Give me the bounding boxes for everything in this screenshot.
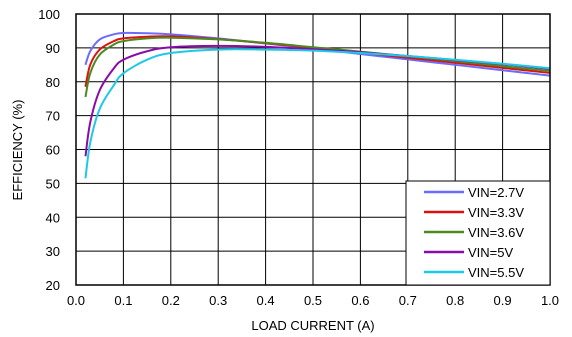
y-tick-label: 70	[46, 109, 60, 124]
x-tick-label: 0.7	[399, 293, 417, 308]
series-line-4	[84, 48, 551, 179]
x-tick-label: 0.5	[304, 293, 322, 308]
y-tick-label: 20	[46, 278, 60, 293]
y-tick-labels: 20 30 40 50 60 70 80 90 100	[38, 7, 60, 293]
plot-frame	[75, 13, 551, 286]
legend-label: VIN=3.6V	[468, 225, 524, 240]
x-tick-label: 0.6	[351, 293, 369, 308]
x-tick-label: 0.8	[446, 293, 464, 308]
y-tick-label: 100	[38, 7, 60, 22]
y-tick-label: 40	[46, 210, 60, 225]
x-tick-label: 1.0	[541, 293, 559, 308]
y-axis-title: EFFICIENCY (%)	[10, 100, 25, 201]
y-tick-label: 90	[46, 41, 60, 56]
x-tick-label: 0.9	[494, 293, 512, 308]
legend-label: VIN=2.7V	[468, 185, 524, 200]
x-tick-label: 0.3	[209, 293, 227, 308]
y-tick-label: 60	[46, 143, 60, 158]
x-tick-label: 0.2	[162, 293, 180, 308]
series-line-0	[84, 31, 551, 77]
legend-label: VIN=5.5V	[468, 265, 524, 280]
x-tick-label: 0.1	[114, 293, 132, 308]
y-tick-label: 50	[46, 176, 60, 191]
legend-label: VIN=3.3V	[468, 205, 524, 220]
x-tick-labels: 0.0 0.1 0.2 0.3 0.4 0.5 0.6 0.7 0.8 0.9 1.0	[67, 293, 559, 308]
y-tick-label: 80	[46, 75, 60, 90]
legend-label: VIN=5V	[468, 245, 513, 260]
x-tick-label: 0.0	[67, 293, 85, 308]
series-layer	[84, 31, 551, 179]
legend: VIN=2.7V VIN=3.3V VIN=3.6V VIN=5V VIN=5.5V	[405, 180, 551, 286]
x-axis-title: LOAD CURRENT (A)	[251, 318, 374, 333]
y-tick-label: 30	[46, 244, 60, 259]
x-tick-label: 0.4	[257, 293, 275, 308]
